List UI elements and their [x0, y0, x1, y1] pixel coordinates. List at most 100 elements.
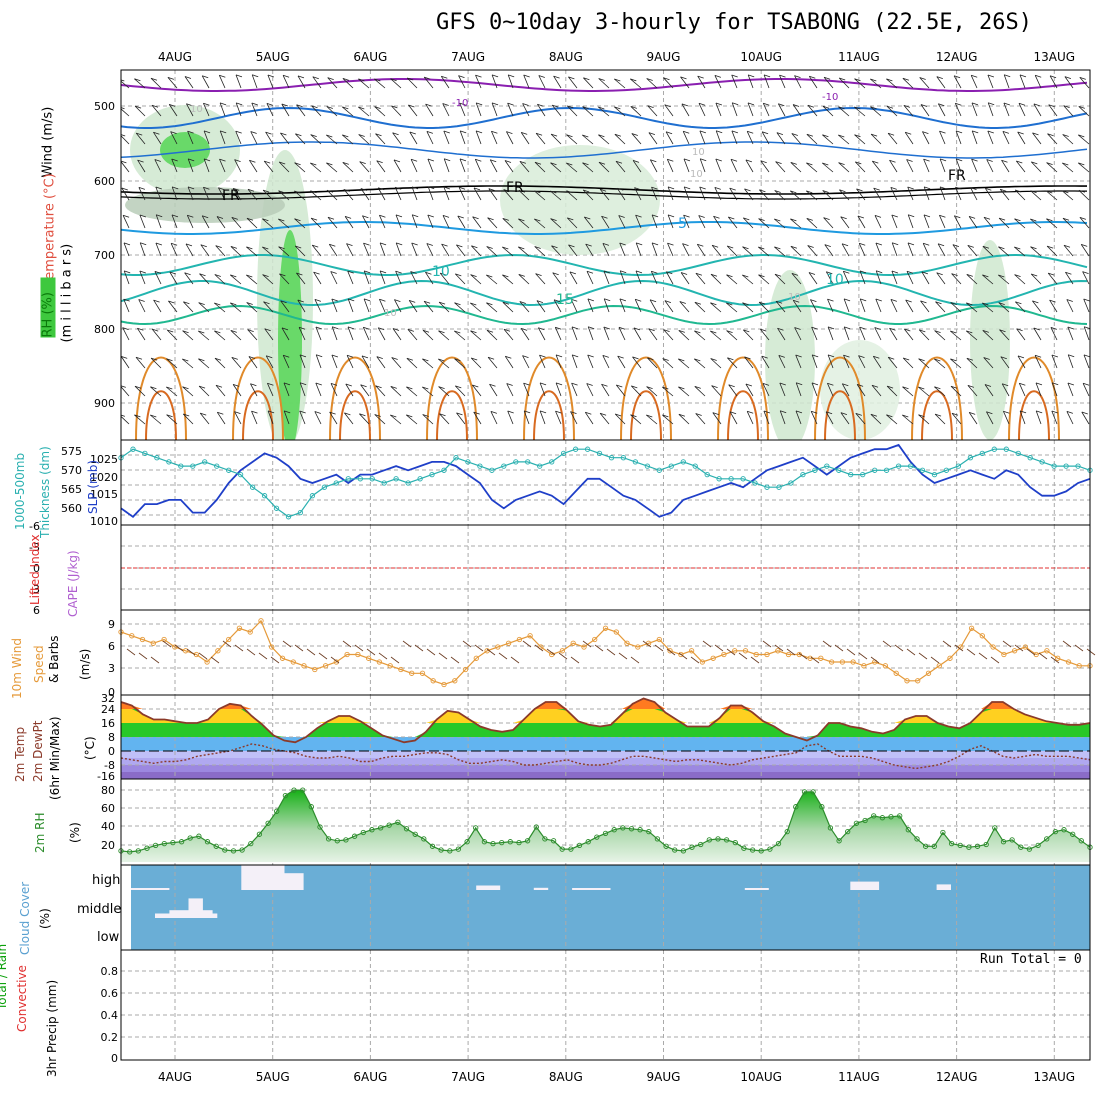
wind-barb-flag — [1062, 190, 1069, 194]
wind-barb-flag — [923, 158, 930, 162]
rh2m-line-point — [706, 837, 712, 843]
wind-barb-flag — [774, 190, 781, 193]
wind10m-barb — [498, 652, 508, 660]
wind-barb — [599, 188, 610, 201]
wind-barb — [790, 218, 802, 229]
thickness-line-point — [824, 463, 830, 469]
wind-barb — [1014, 218, 1026, 229]
wind-barb — [411, 186, 418, 201]
wind-barb — [774, 190, 786, 201]
rh2m-line-point — [628, 826, 635, 832]
wind-barb-flag — [406, 386, 413, 390]
wind10m-barb — [450, 656, 460, 664]
wind10m-speed-line-point — [301, 663, 307, 669]
wind-barb-flag — [1078, 189, 1086, 193]
wind-barb — [151, 104, 162, 117]
cloud-bar-high — [850, 881, 880, 890]
wind-barb — [406, 386, 418, 397]
wind-barb-flag — [358, 106, 365, 110]
wind-barb — [811, 326, 818, 341]
rh2m-line-point — [161, 840, 167, 847]
wind-barb-flag — [955, 102, 962, 106]
wind-barb — [1078, 190, 1090, 201]
wind-barb — [680, 76, 690, 89]
wind-barb — [330, 271, 338, 285]
wind-barb — [379, 270, 386, 285]
thickness-line-point — [1015, 450, 1021, 457]
wind-barb — [923, 158, 930, 173]
wind-barb-flag — [572, 354, 579, 358]
wind-barb — [502, 218, 514, 229]
wind-barb-flag — [502, 274, 509, 278]
wind-barb — [235, 130, 242, 145]
wind-barb — [230, 330, 242, 341]
wind-barb-flag — [534, 246, 541, 249]
wind-barb — [410, 159, 418, 173]
wind-barb-flag — [199, 273, 206, 277]
contour-label: 10 — [190, 104, 203, 115]
wind-barb-flag — [1051, 354, 1059, 358]
wind-barb — [874, 215, 882, 229]
date-label-bottom: 6AUG — [353, 1070, 387, 1084]
wind10m-barb — [834, 644, 844, 652]
wind-barb-flag — [582, 134, 589, 138]
wind-barb — [615, 161, 626, 173]
wind-barb-flag — [520, 328, 528, 331]
wind-barb — [359, 413, 370, 425]
wind-barb-flag — [219, 74, 226, 78]
wind-barb-flag — [198, 358, 205, 362]
wind-barb — [648, 132, 658, 145]
wind-barb-flag — [887, 132, 895, 136]
thickness-line-point — [740, 476, 746, 482]
wind-barb-flag — [470, 274, 477, 277]
temp2m-label: 2m Temp — [13, 726, 27, 782]
thickness-line-point — [249, 484, 256, 490]
wind10m-barb — [1074, 644, 1084, 652]
wind-barb — [998, 302, 1010, 313]
wind-barb-flag — [315, 382, 322, 386]
wind-barb-flag — [966, 330, 973, 334]
wind-barb — [569, 271, 578, 285]
wind-barb — [203, 103, 210, 117]
wind-barb — [475, 74, 482, 89]
contour-label: FR — [506, 180, 524, 196]
wind-barb — [902, 357, 914, 369]
wind-barb — [1035, 382, 1042, 397]
wind-barb-flag — [407, 77, 414, 81]
wind-barb-flag — [185, 243, 193, 247]
wind10m-barb — [798, 652, 808, 660]
temp-ytick: 8 — [108, 731, 115, 744]
wind-barb-flag — [715, 102, 723, 106]
wind-barb — [200, 244, 210, 257]
wind-barb-flag — [169, 271, 176, 275]
warm-contour — [533, 390, 565, 440]
wind-barb-flag — [1067, 326, 1074, 330]
wind-barb-flag — [167, 329, 174, 333]
wind-barb-flag — [441, 75, 448, 79]
wind-barb — [678, 386, 690, 397]
precip-total-label: Total / Rain — [0, 943, 9, 1010]
wind-barb-flag — [905, 131, 912, 135]
wind-barb-flag — [758, 301, 766, 305]
contour-label: FR — [948, 168, 966, 184]
wind-barb-flag — [907, 242, 915, 246]
wind-barb-flag — [729, 411, 737, 415]
wind-barb-flag — [138, 187, 146, 190]
wind-barb-flag — [856, 188, 863, 192]
wind-barb — [439, 272, 450, 285]
wind-barb-flag — [507, 102, 514, 106]
wind-barb-flag — [167, 77, 175, 80]
wind-barb — [121, 108, 130, 117]
wind-barb — [694, 330, 706, 341]
wind-barb-flag — [987, 74, 995, 78]
wind-barb-flag — [794, 75, 801, 78]
wind-barb-flag — [1063, 244, 1071, 248]
thickness-line-point — [501, 463, 507, 469]
wind-barb — [966, 330, 978, 341]
thickness-line-point — [788, 480, 794, 486]
wind-barb — [438, 358, 450, 369]
wind-barb-flag — [729, 187, 736, 191]
thickness-line-point — [728, 476, 734, 482]
wind-barb-flag — [409, 131, 416, 135]
wind10m-barb — [774, 644, 784, 652]
